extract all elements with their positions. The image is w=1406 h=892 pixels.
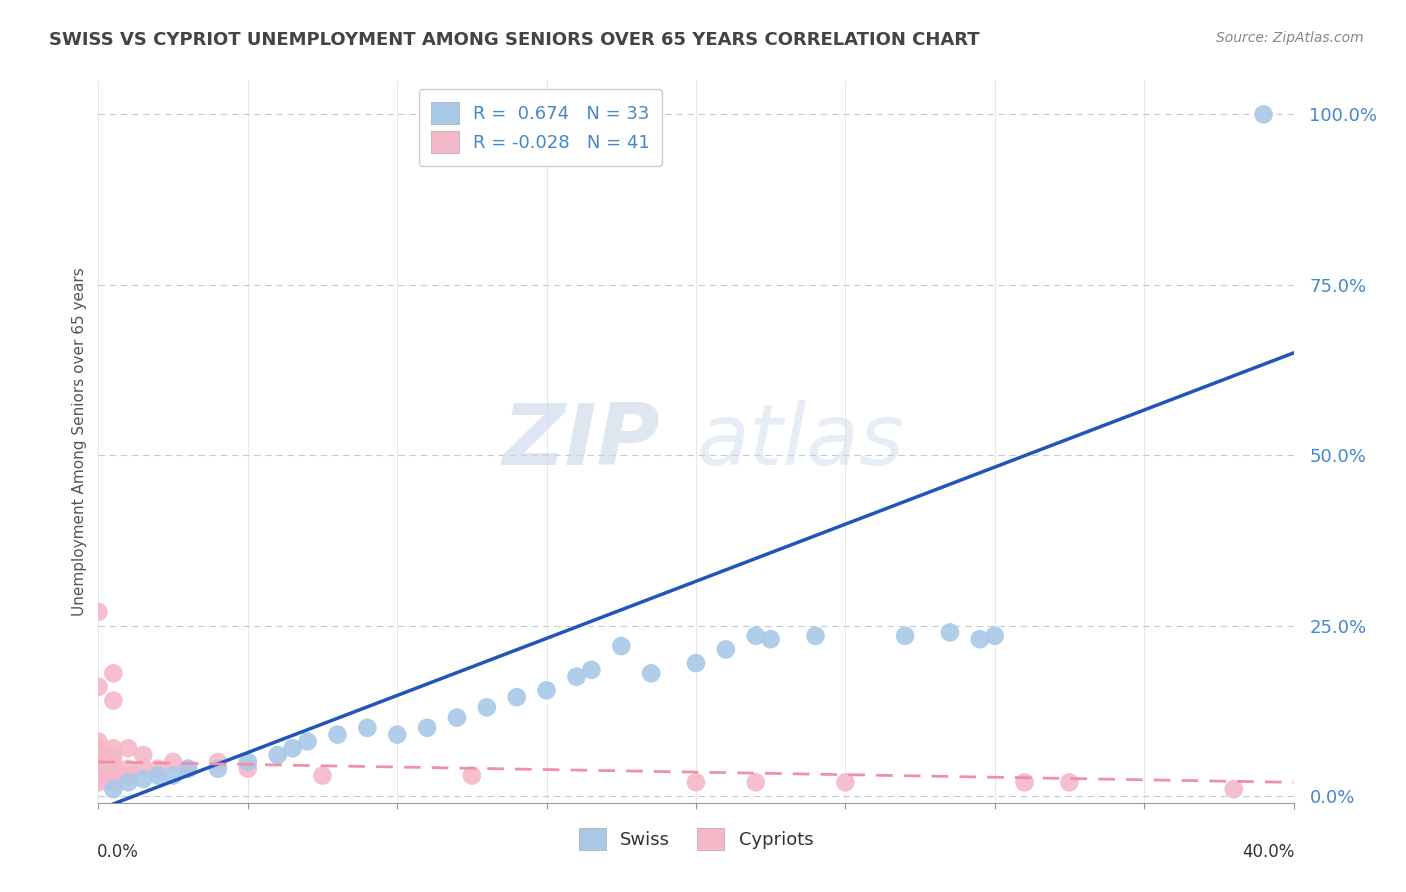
Point — [103, 762, 125, 776]
Point — [177, 762, 200, 776]
Point — [1059, 775, 1081, 789]
Point — [132, 748, 155, 763]
Point — [148, 768, 170, 782]
Point — [311, 768, 333, 782]
Point — [416, 721, 439, 735]
Point — [117, 741, 139, 756]
Point — [87, 768, 110, 782]
Point — [834, 775, 856, 789]
Point — [969, 632, 991, 647]
Point — [103, 693, 125, 707]
Point — [87, 762, 110, 776]
Point — [117, 775, 139, 789]
Point — [1014, 775, 1036, 789]
Point — [87, 772, 110, 786]
Point — [894, 629, 917, 643]
Point — [87, 768, 110, 782]
Point — [103, 666, 125, 681]
Point — [714, 642, 737, 657]
Point — [581, 663, 603, 677]
Point — [475, 700, 498, 714]
Point — [207, 755, 229, 769]
Point — [804, 629, 827, 643]
Point — [87, 775, 110, 789]
Point — [356, 721, 378, 735]
Point — [87, 748, 110, 763]
Point — [87, 748, 110, 763]
Point — [87, 755, 110, 769]
Point — [103, 748, 125, 763]
Point — [536, 683, 558, 698]
Point — [103, 775, 125, 789]
Point — [117, 768, 139, 782]
Point — [939, 625, 962, 640]
Point — [87, 680, 110, 694]
Point — [162, 768, 184, 782]
Text: SWISS VS CYPRIOT UNEMPLOYMENT AMONG SENIORS OVER 65 YEARS CORRELATION CHART: SWISS VS CYPRIOT UNEMPLOYMENT AMONG SENI… — [49, 31, 980, 49]
Point — [610, 639, 633, 653]
Point — [446, 710, 468, 724]
Point — [103, 755, 125, 769]
Y-axis label: Unemployment Among Seniors over 65 years: Unemployment Among Seniors over 65 years — [72, 268, 87, 615]
Point — [87, 755, 110, 769]
Point — [87, 741, 110, 756]
Point — [267, 748, 290, 763]
Point — [148, 762, 170, 776]
Legend: Swiss, Cypriots: Swiss, Cypriots — [569, 819, 823, 859]
Point — [565, 670, 588, 684]
Point — [385, 728, 409, 742]
Point — [984, 629, 1007, 643]
Point — [132, 772, 155, 786]
Point — [461, 768, 484, 782]
Point — [103, 768, 125, 782]
Point — [117, 762, 139, 776]
Text: 0.0%: 0.0% — [97, 843, 139, 861]
Point — [685, 656, 707, 670]
Point — [162, 755, 184, 769]
Point — [506, 690, 529, 705]
Point — [759, 632, 782, 647]
Point — [177, 762, 200, 776]
Text: Source: ZipAtlas.com: Source: ZipAtlas.com — [1216, 31, 1364, 45]
Point — [236, 755, 259, 769]
Text: 40.0%: 40.0% — [1243, 843, 1295, 861]
Point — [103, 782, 125, 797]
Point — [236, 762, 259, 776]
Point — [745, 629, 768, 643]
Point — [87, 605, 110, 619]
Point — [640, 666, 662, 681]
Point — [685, 775, 707, 789]
Point — [1223, 782, 1246, 797]
Point — [87, 762, 110, 776]
Point — [87, 762, 110, 776]
Point — [132, 762, 155, 776]
Point — [326, 728, 349, 742]
Point — [1253, 107, 1275, 121]
Point — [281, 741, 304, 756]
Text: atlas: atlas — [696, 400, 904, 483]
Point — [207, 762, 229, 776]
Point — [297, 734, 319, 748]
Point — [103, 741, 125, 756]
Point — [87, 734, 110, 748]
Point — [745, 775, 768, 789]
Text: ZIP: ZIP — [502, 400, 661, 483]
